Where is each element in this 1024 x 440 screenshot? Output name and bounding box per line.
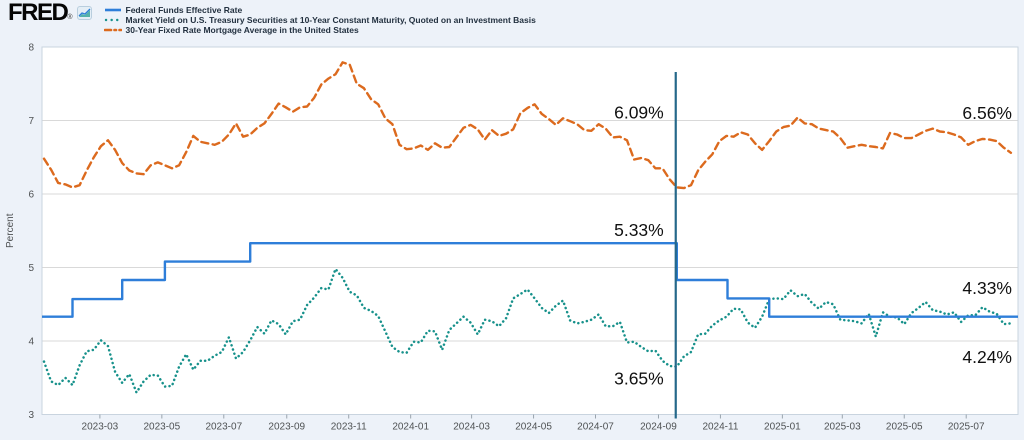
series-line-30-year-fixed-rate-mortgage-average-in-t — [42, 61, 1013, 190]
fred-logo[interactable]: FRED ® — [8, 0, 92, 26]
xtick-label-2024-03: 2024-03 — [453, 422, 490, 433]
annotation-6.09: 6.09% — [614, 102, 664, 122]
ytick-label-7: 7 — [28, 116, 34, 127]
series-line-market-yield-on-u-s-treasury-securities- — [42, 267, 1013, 394]
chart-legend: Federal Funds Effective Rate Market Yiel… — [103, 2, 536, 35]
annotation-4.24: 4.24% — [962, 347, 1012, 367]
annotation-3.65: 3.65% — [614, 368, 664, 388]
annotation-5.33: 5.33% — [614, 220, 664, 240]
legend-item-treasury-10y[interactable]: Market Yield on U.S. Treasury Securities… — [104, 15, 536, 25]
fred-logo-text: FRED — [8, 0, 69, 26]
xtick-label-2023-05: 2023-05 — [143, 422, 180, 433]
ytick-label-6: 6 — [28, 190, 34, 201]
xtick-label-2024-01: 2024-01 — [392, 422, 429, 433]
plot-area[interactable] — [42, 47, 1018, 415]
xtick-label-2025-03: 2025-03 — [824, 422, 861, 433]
xtick-label-2025-07: 2025-07 — [948, 422, 985, 433]
xtick-label-2025-05: 2025-05 — [886, 422, 923, 433]
fed-funds-line-swatch-icon — [104, 8, 121, 12]
annotation-4.33: 4.33% — [962, 278, 1012, 298]
xtick-label-2024-09: 2024-09 — [640, 422, 677, 433]
xtick-label-2024-11: 2024-11 — [702, 422, 738, 433]
legend-label-fed-funds: Federal Funds Effective Rate — [125, 5, 243, 15]
ytick-label-3: 3 — [28, 410, 34, 421]
ytick-label-5: 5 — [28, 263, 34, 274]
xtick-label-2024-05: 2024-05 — [515, 422, 552, 433]
ytick-label-4: 4 — [28, 337, 34, 348]
legend-label-mortgage-30y: 30-Year Fixed Rate Mortgage Average in t… — [125, 25, 359, 35]
treasury-dotted-swatch-icon — [104, 18, 122, 22]
fred-sparkline-icon — [76, 6, 92, 25]
annotation-6.56: 6.56% — [962, 103, 1012, 123]
legend-item-mortgage-30y[interactable]: 30-Year Fixed Rate Mortgage Average in t… — [103, 25, 536, 35]
y-axis-label: Percent — [5, 213, 16, 248]
xtick-label-2023-11: 2023-11 — [331, 422, 367, 433]
legend-item-fed-funds[interactable]: Federal Funds Effective Rate — [104, 5, 536, 15]
chart-header: FRED ® Federal Funds Effective Rate — [8, 0, 536, 36]
ytick-label-8: 8 — [28, 43, 34, 54]
xtick-label-2023-07: 2023-07 — [205, 422, 242, 433]
legend-label-treasury-10y: Market Yield on U.S. Treasury Securities… — [125, 15, 536, 25]
xtick-label-2023-09: 2023-09 — [268, 422, 305, 433]
mortgage-dashed-swatch-icon — [103, 28, 122, 32]
xtick-label-2024-07: 2024-07 — [577, 422, 614, 433]
xtick-label-2023-03: 2023-03 — [82, 422, 119, 433]
fred-logo-registered-mark: ® — [67, 14, 73, 21]
xtick-label-2025-01: 2025-01 — [764, 422, 801, 433]
series-line-federal-funds-effective-rate — [42, 242, 1018, 318]
plot-border — [41, 46, 1019, 415]
